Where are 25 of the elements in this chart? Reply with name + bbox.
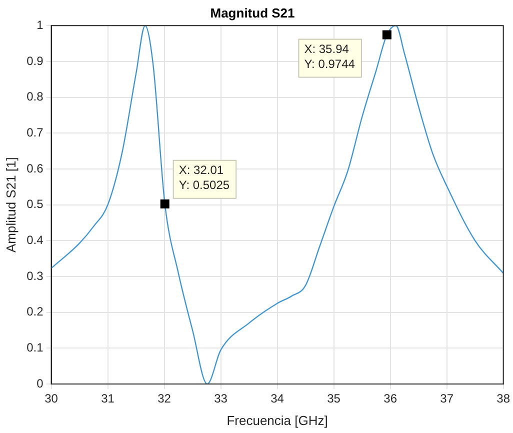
y-tick-label: 0.5 — [26, 197, 44, 212]
x-tick-label: 35 — [327, 392, 341, 406]
x-tick-label: 32 — [158, 392, 172, 406]
y-tick-label: 0.6 — [26, 161, 44, 176]
x-tick-label: 38 — [496, 392, 510, 406]
y-tick-label: 0.4 — [26, 232, 44, 247]
y-tick-label: 0.3 — [26, 268, 44, 283]
x-tick-label: 33 — [214, 392, 228, 406]
annotation: X: 35.94 Y: 0.9744 — [304, 42, 356, 72]
y-tick-label: 0.1 — [26, 340, 44, 354]
y-tick-label: 1 — [36, 18, 44, 32]
y-tick-label: 0.9 — [26, 54, 44, 68]
x-tick-label: 30 — [44, 392, 58, 406]
x-tick-label: 37 — [440, 392, 454, 406]
x-tick-label: 34 — [270, 392, 284, 406]
y-tick-label: 0.7 — [26, 125, 44, 140]
y-tick-label: 0 — [36, 376, 44, 390]
chart-title: Magnitud S21 — [210, 5, 295, 20]
y-tick-label: 0.2 — [26, 304, 44, 319]
x-tick-label: 31 — [101, 392, 115, 406]
x-axis-title: Frecuencia [GHz] — [226, 412, 328, 428]
annotation: X: 32.01 Y: 0.5025 — [178, 163, 230, 192]
y-axis-title: Amplitud S21 [1] — [3, 157, 18, 252]
y-tick-label: 0.8 — [26, 90, 44, 104]
x-tick-label: 36 — [384, 392, 398, 406]
